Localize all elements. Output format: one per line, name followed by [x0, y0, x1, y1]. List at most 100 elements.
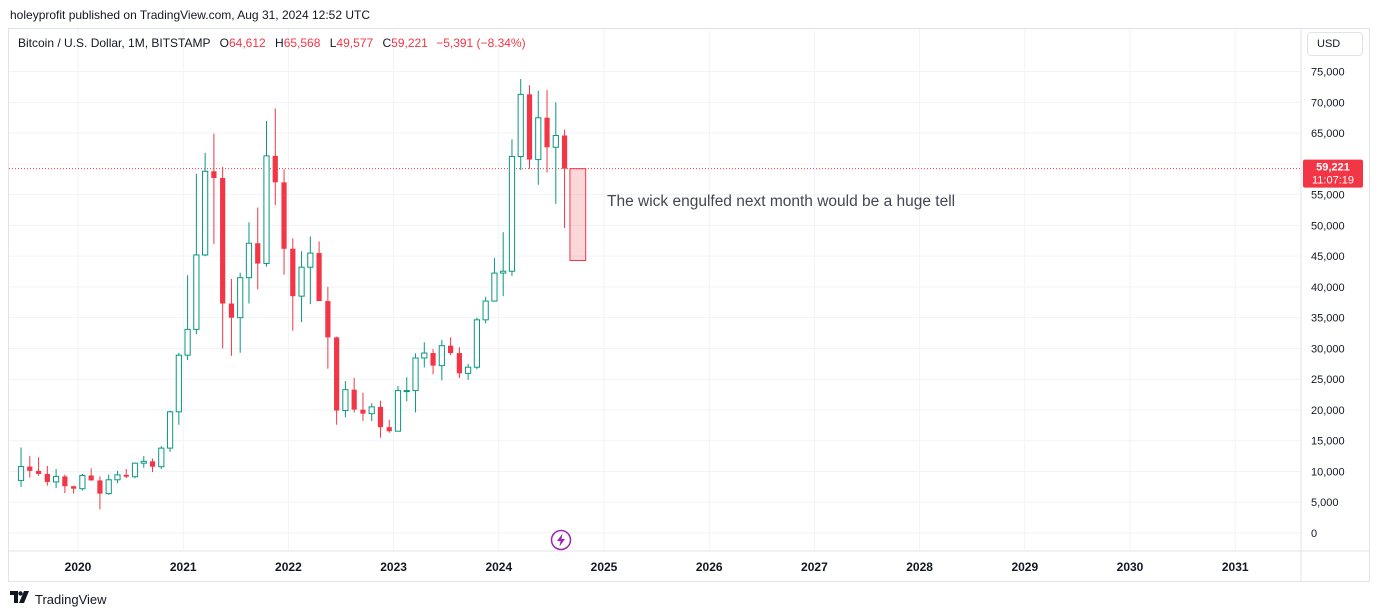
- candle: [237, 272, 244, 353]
- y-tick-label: 15,000: [1311, 436, 1345, 448]
- candle-body: [211, 171, 217, 179]
- x-tick-label: 2023: [380, 560, 407, 574]
- y-tick-label: 45,000: [1311, 251, 1345, 263]
- candle: [325, 286, 331, 369]
- candle-body: [290, 248, 296, 297]
- candle-body: [79, 474, 86, 490]
- legend-close-value: 59,221: [391, 36, 428, 50]
- candle: [535, 90, 542, 185]
- candle: [193, 173, 200, 335]
- candle: [448, 337, 454, 356]
- y-tick-label: 55,000: [1311, 190, 1345, 202]
- candle: [394, 385, 402, 432]
- candle: [438, 339, 445, 381]
- y-tick-label: 5,000: [1311, 497, 1339, 509]
- candle: [316, 241, 322, 302]
- candle: [27, 456, 33, 478]
- candle-body: [97, 480, 103, 494]
- x-tick-label: 2024: [485, 560, 512, 574]
- lightning-icon[interactable]: [550, 529, 572, 551]
- x-tick-label: 2025: [591, 560, 618, 574]
- candle: [158, 446, 165, 470]
- candle-body: [17, 466, 25, 481]
- y-tick-label: 30,000: [1311, 343, 1345, 355]
- y-tick-label: 65,000: [1311, 128, 1345, 140]
- candle: [211, 133, 217, 244]
- candle: [131, 462, 139, 479]
- candle: [88, 468, 94, 481]
- y-tick-label: 75,000: [1311, 67, 1345, 79]
- candle-body: [88, 475, 94, 481]
- candle-body: [526, 94, 533, 160]
- candle-body: [272, 155, 278, 183]
- x-tick-label: 2028: [906, 560, 933, 574]
- chart-legend: Bitcoin / U.S. Dollar, 1M, BITSTAMP O64,…: [18, 36, 526, 50]
- candle: [166, 410, 174, 452]
- y-tick-label: 70,000: [1311, 97, 1345, 109]
- published-line: holeyprofit published on TradingView.com…: [10, 8, 371, 22]
- x-tick-label: 2029: [1011, 560, 1038, 574]
- candle: [508, 139, 516, 276]
- candle: [44, 465, 50, 486]
- candle: [500, 232, 507, 297]
- candle: [473, 317, 480, 370]
- x-tick-label: 2031: [1222, 560, 1249, 574]
- candle-body: [307, 252, 314, 268]
- candle: [228, 278, 235, 356]
- candle: [360, 392, 366, 422]
- candle: [386, 419, 392, 433]
- y-tick-label: 10,000: [1311, 466, 1345, 478]
- candle: [298, 251, 305, 322]
- x-tick-label: 2022: [275, 560, 302, 574]
- candle: [123, 469, 129, 479]
- candle-body: [448, 345, 454, 354]
- candle-body: [403, 390, 410, 393]
- candle-body: [44, 473, 50, 482]
- candle: [377, 400, 384, 438]
- candle: [272, 108, 278, 206]
- candle-body: [131, 462, 139, 478]
- annotation-box[interactable]: [569, 168, 587, 261]
- candle-body: [184, 328, 191, 356]
- candle-body: [351, 389, 357, 410]
- candle: [255, 207, 261, 290]
- candle: [430, 349, 436, 375]
- candle-body: [394, 390, 402, 432]
- x-tick-label: 2026: [696, 560, 723, 574]
- candle-body: [430, 353, 436, 366]
- candle-body: [255, 243, 261, 264]
- candle-body: [360, 409, 366, 414]
- footer-brand[interactable]: TradingView: [35, 591, 107, 607]
- candle-body: [552, 135, 559, 148]
- tradingview-logo-icon[interactable]: [10, 590, 30, 608]
- candle-body: [263, 155, 270, 265]
- candle: [290, 238, 296, 331]
- candle: [412, 353, 419, 413]
- candle: [456, 347, 462, 378]
- candle: [53, 469, 60, 489]
- candle-body: [517, 93, 524, 157]
- y-tick-label: 35,000: [1311, 313, 1345, 325]
- candle: [202, 152, 209, 257]
- candle-body: [334, 337, 340, 411]
- y-tick-label: 25,000: [1311, 374, 1345, 386]
- candle-body: [473, 319, 480, 368]
- chart-annotation-text[interactable]: The wick engulfed next month would be a …: [607, 193, 956, 210]
- candle-body: [491, 272, 498, 302]
- candle: [97, 476, 103, 510]
- candle-body: [561, 135, 568, 169]
- candle: [79, 473, 86, 491]
- y-tick-label: 0: [1311, 528, 1317, 540]
- legend-open-value: 64,612: [228, 36, 266, 50]
- candle-body: [71, 486, 77, 489]
- candle: [544, 90, 550, 173]
- candle: [35, 457, 42, 476]
- candle: [62, 474, 68, 494]
- candle: [281, 169, 287, 275]
- candle-body: [237, 277, 244, 319]
- currency-button[interactable]: USD: [1307, 32, 1363, 56]
- y-tick-label: 50,000: [1311, 220, 1345, 232]
- footer: TradingView: [10, 590, 107, 608]
- candle-body: [412, 357, 419, 392]
